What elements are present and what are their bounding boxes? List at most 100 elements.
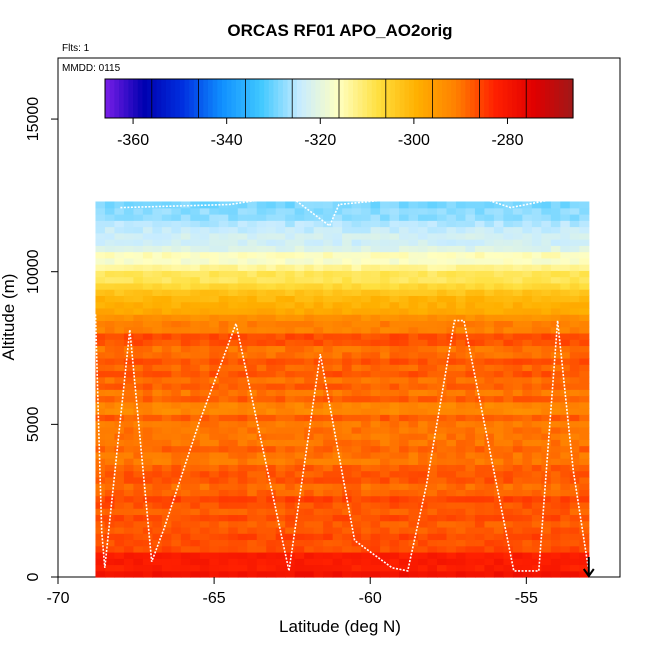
- heatmap-cell: [142, 514, 153, 522]
- heatmap-cell: [579, 408, 590, 415]
- heatmap-cell: [123, 214, 135, 221]
- heatmap-cell: [323, 245, 334, 253]
- heatmap-cell: [427, 201, 438, 209]
- heatmap-cell: [399, 357, 410, 365]
- heatmap-cell: [266, 339, 277, 347]
- heatmap-cell: [294, 470, 305, 478]
- heatmap-cell: [465, 570, 476, 578]
- heatmap-cell: [550, 270, 561, 278]
- heatmap-cell: [114, 345, 125, 353]
- heatmap-cell: [351, 433, 362, 440]
- heatmap-cell: [560, 251, 571, 259]
- heatmap-cell: [512, 264, 523, 271]
- heatmap-cell: [247, 295, 258, 303]
- colorbar-segment: [282, 79, 289, 118]
- heatmap-cell: [560, 533, 571, 541]
- heatmap-cell: [171, 476, 182, 484]
- heatmap-cell: [474, 564, 486, 572]
- heatmap-cell: [285, 364, 296, 372]
- heatmap-cell: [218, 232, 229, 240]
- heatmap-cell: [332, 408, 343, 415]
- heatmap-cell: [512, 545, 523, 553]
- heatmap-cell: [237, 214, 248, 221]
- heatmap-cell: [304, 564, 315, 572]
- colorbar-tick-label: -360: [117, 132, 149, 149]
- heatmap-cell: [503, 433, 514, 440]
- heatmap-cell: [493, 270, 504, 278]
- colorbar-segment: [207, 79, 214, 118]
- heatmap-cell: [531, 451, 542, 459]
- heatmap-cell: [446, 307, 457, 315]
- heatmap-cell: [123, 401, 135, 409]
- heatmap-cell: [266, 257, 277, 265]
- heatmap-cell: [484, 220, 495, 228]
- heatmap-cell: [114, 289, 125, 296]
- heatmap-cell: [399, 270, 410, 278]
- heatmap-cell: [228, 251, 239, 259]
- heatmap-cell: [522, 307, 533, 315]
- heatmap-cell: [399, 351, 410, 359]
- heatmap-cell: [370, 276, 381, 284]
- heatmap-cell: [199, 320, 210, 328]
- heatmap-cell: [503, 314, 514, 321]
- heatmap-cell: [304, 526, 315, 534]
- heatmap-cell: [389, 270, 400, 278]
- heatmap-cell: [152, 433, 163, 440]
- heatmap-cell: [436, 558, 448, 566]
- heatmap-cell: [465, 270, 476, 278]
- heatmap-cell: [266, 376, 277, 384]
- heatmap-cell: [399, 314, 410, 321]
- heatmap-cell: [142, 564, 153, 572]
- heatmap-cell: [332, 545, 343, 553]
- heatmap-cell: [247, 214, 258, 221]
- heatmap-cell: [351, 257, 362, 265]
- heatmap-cell: [142, 289, 153, 296]
- heatmap-cell: [484, 351, 495, 359]
- heatmap-cell: [522, 570, 533, 578]
- heatmap-cell: [512, 270, 523, 278]
- heatmap-cell: [304, 370, 315, 378]
- heatmap-cell: [408, 395, 419, 403]
- heatmap-cell: [304, 483, 315, 490]
- heatmap-cell: [512, 495, 523, 503]
- heatmap-cell: [380, 357, 391, 365]
- heatmap-cell: [275, 364, 286, 372]
- heatmap-cell: [332, 251, 343, 259]
- heatmap-cell: [323, 201, 334, 209]
- heatmap-cell: [218, 533, 229, 541]
- heatmap-cell: [123, 307, 135, 315]
- heatmap-cell: [474, 545, 486, 553]
- heatmap-cell: [389, 433, 400, 440]
- colorbar-segment: [404, 79, 410, 118]
- heatmap-cell: [399, 470, 410, 478]
- heatmap-cell: [436, 489, 448, 497]
- heatmap-cell: [332, 301, 343, 309]
- heatmap-cell: [237, 295, 248, 303]
- heatmap-cell: [455, 226, 467, 234]
- heatmap-cell: [351, 470, 362, 478]
- heatmap-cell: [123, 376, 135, 384]
- heatmap-cell: [123, 295, 135, 303]
- heatmap-cell: [503, 376, 514, 384]
- heatmap-cell: [455, 489, 467, 497]
- heatmap-cell: [380, 389, 391, 397]
- heatmap-cell: [123, 483, 135, 490]
- heatmap-cell: [313, 282, 324, 290]
- colorbar-segment: [502, 79, 509, 118]
- heatmap-cell: [332, 514, 343, 522]
- heatmap-cell: [228, 483, 239, 490]
- heatmap-cell: [171, 564, 182, 572]
- heatmap-cell: [123, 508, 135, 516]
- heatmap-cell: [579, 239, 590, 246]
- heatmap-cell: [380, 501, 391, 509]
- heatmap-cell: [389, 451, 400, 459]
- heatmap-cell: [152, 501, 163, 509]
- heatmap-cell: [114, 408, 125, 415]
- heatmap-cell: [171, 558, 182, 566]
- heatmap-cell: [531, 320, 542, 328]
- heatmap-cell: [142, 320, 153, 328]
- heatmap-cell: [190, 214, 201, 221]
- heatmap-cell: [256, 570, 267, 578]
- heatmap-cell: [361, 426, 372, 434]
- heatmap-cell: [180, 489, 191, 497]
